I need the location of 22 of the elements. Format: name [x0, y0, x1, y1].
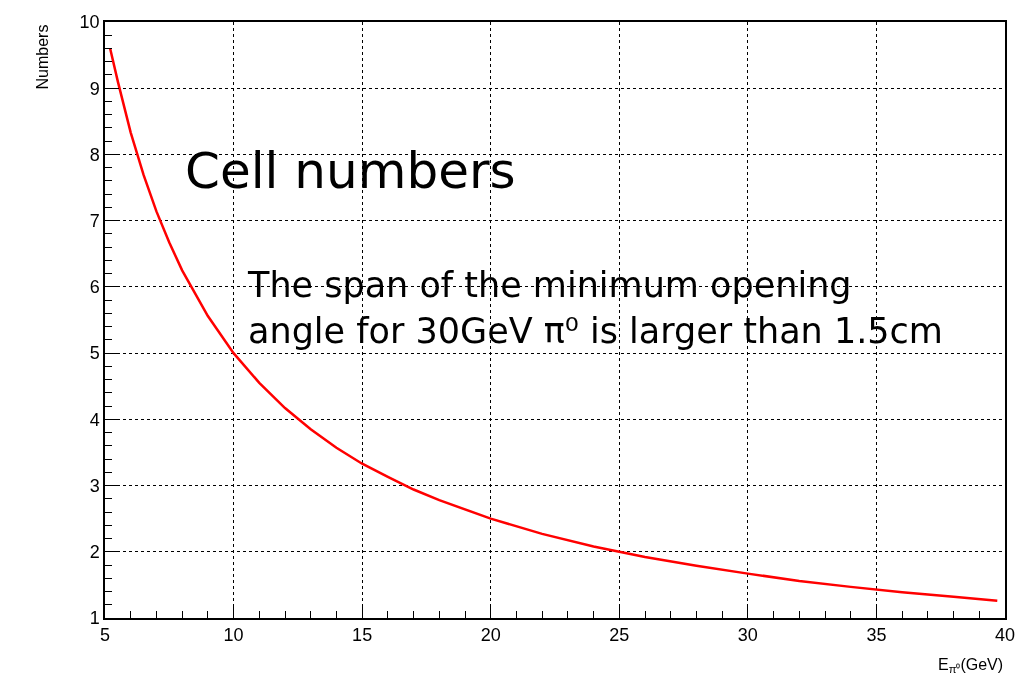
x-tick-label: 25	[609, 625, 630, 646]
y-tick-label: 1	[89, 608, 100, 629]
line-series	[108, 47, 999, 603]
annotation: The span of the minimum opening angle for 30GeV π⁰ is larger than 1.5cm	[247, 265, 943, 351]
y-tick-label: 7	[89, 210, 100, 231]
x-tick-label: 35	[866, 625, 887, 646]
x-tick-label: 20	[480, 625, 501, 646]
y-tick-label: 3	[89, 475, 100, 496]
y-tick-label: 9	[89, 78, 100, 99]
x-tick-label: 40	[994, 625, 1016, 646]
y-tick-label: 6	[89, 277, 100, 298]
x-tick-label: 15	[352, 625, 373, 646]
y-tick-label: 8	[89, 144, 100, 165]
annotation: Cell numbers	[185, 142, 516, 200]
y-axis-title: Numbers	[33, 24, 51, 90]
y-tick-label: 10	[79, 12, 100, 33]
y-tick-label: 5	[89, 343, 100, 364]
y-tick-label: 2	[89, 542, 100, 563]
x-tick-label: 30	[737, 625, 758, 646]
x-axis-title: E$_{π⁰}$(GeV)	[938, 656, 1004, 676]
y-tick-label: 4	[89, 409, 100, 430]
x-tick-label: 10	[223, 625, 244, 646]
